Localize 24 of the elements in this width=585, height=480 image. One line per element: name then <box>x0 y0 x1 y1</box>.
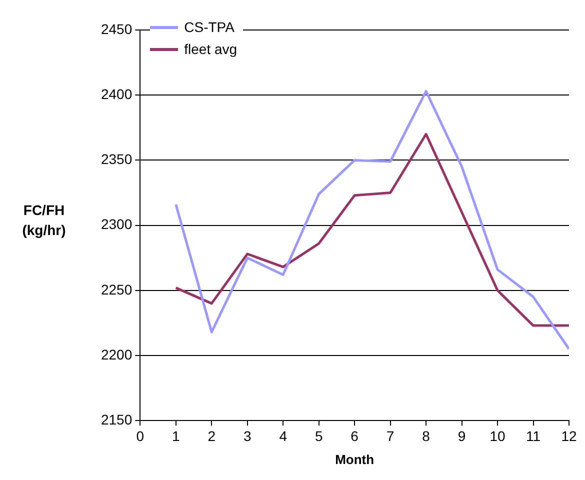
x-tick-label: 6 <box>350 428 359 444</box>
legend-label: fleet avg <box>184 41 238 57</box>
x-tick-label: 4 <box>279 428 288 444</box>
x-tick-label: 7 <box>386 428 394 444</box>
x-tick-label: 8 <box>422 428 430 444</box>
x-tick-label: 3 <box>243 428 252 444</box>
x-tick-label: 11 <box>526 428 541 444</box>
y-tick-label: 2350 <box>100 151 132 168</box>
legend-label: CS-TPA <box>184 19 234 35</box>
y-tick-label: 2300 <box>100 216 132 232</box>
x-tick-label: 9 <box>458 428 466 444</box>
y-tick-label: 2150 <box>100 411 132 428</box>
x-tick-label: 2 <box>208 428 216 444</box>
x-tick-label: 5 <box>314 428 323 444</box>
y-tick-label: 2250 <box>100 281 132 298</box>
x-tick-label: 12 <box>561 428 577 444</box>
y-tick-label: 2200 <box>100 346 132 362</box>
x-axis-title: Month <box>335 452 374 467</box>
x-tick-label: 10 <box>490 428 506 444</box>
x-tick-label: 1 <box>172 428 180 444</box>
x-tick-label: 0 <box>136 428 144 444</box>
y-tick-label: 2400 <box>100 86 132 102</box>
y-axis-title: FC/FH (kg/hr) <box>21 201 67 240</box>
y-tick-label: 2450 <box>100 20 132 37</box>
